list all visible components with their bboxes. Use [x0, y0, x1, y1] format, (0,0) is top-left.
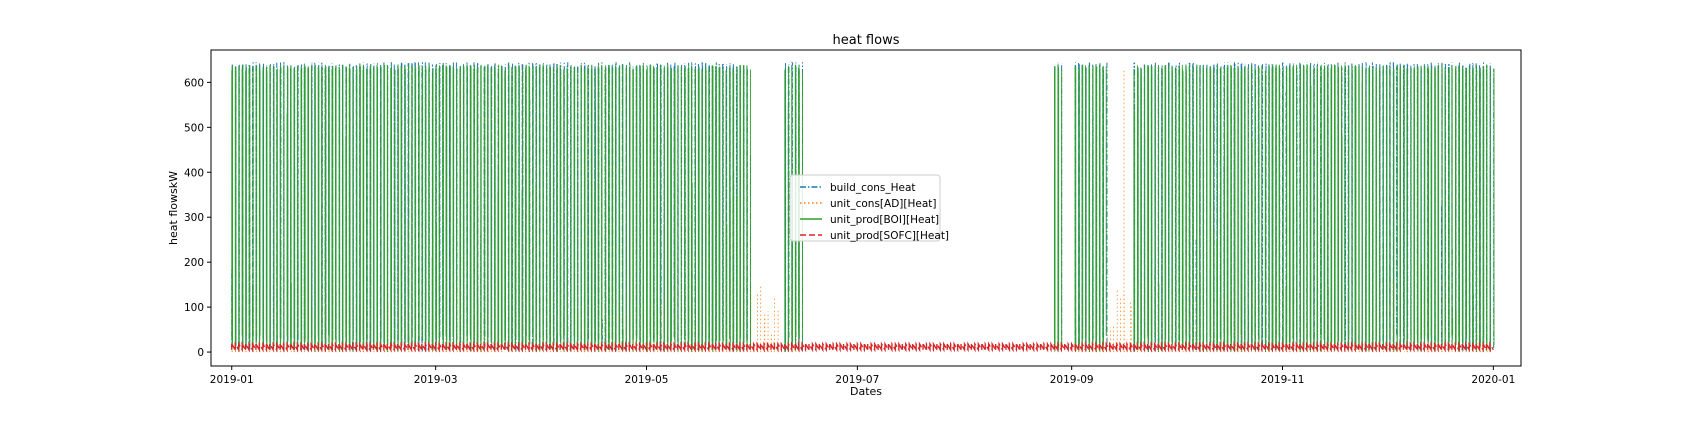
y-tick-label: 200 [184, 257, 204, 269]
legend-label: unit_cons[AD][Heat] [830, 198, 936, 210]
x-axis: 2019-01 2019-03 2019-05 2019-07 2019-09 2019-… [210, 366, 1515, 386]
x-tick-label: 2019-09 [1050, 374, 1094, 386]
legend-label: build_cons_Heat [830, 182, 916, 194]
y-tick-label: 400 [184, 167, 204, 179]
series-layer [231, 62, 1495, 353]
legend: build_cons_Heat unit_cons[AD][Heat] unit_p… [789, 174, 949, 242]
plot-frame [210, 49, 1522, 367]
legend-label: unit_prod[SOFC][Heat] [830, 230, 949, 242]
series-unit_prod[BOI][Heat] [231, 64, 1495, 353]
y-axis: 0 100 200 300 400 500 600 [184, 77, 211, 359]
x-tick-label: 2019-11 [1261, 374, 1305, 386]
x-tick-label: 2019-01 [210, 374, 254, 386]
x-tick-label: 2019-07 [835, 374, 879, 386]
y-axis-label: heat flowskW [167, 171, 180, 245]
x-tick-label: 2019-03 [414, 374, 458, 386]
y-tick-label: 300 [184, 212, 204, 224]
series-line [231, 341, 1494, 353]
x-axis-label: Dates [850, 385, 882, 398]
y-tick-label: 100 [184, 302, 204, 314]
y-tick-label: 500 [184, 122, 204, 134]
x-tick-label: 2020-01 [1471, 374, 1515, 386]
x-tick-label: 2019-05 [625, 374, 669, 386]
legend-box [789, 174, 941, 242]
series-strokes [231, 64, 1495, 353]
y-tick-label: 600 [184, 77, 204, 89]
chart-title: heat flows [833, 33, 900, 48]
y-tick-label: 0 [197, 347, 204, 359]
legend-label: unit_prod[BOI][Heat] [830, 214, 939, 226]
series-unit_prod[SOFC][Heat] [231, 341, 1494, 353]
